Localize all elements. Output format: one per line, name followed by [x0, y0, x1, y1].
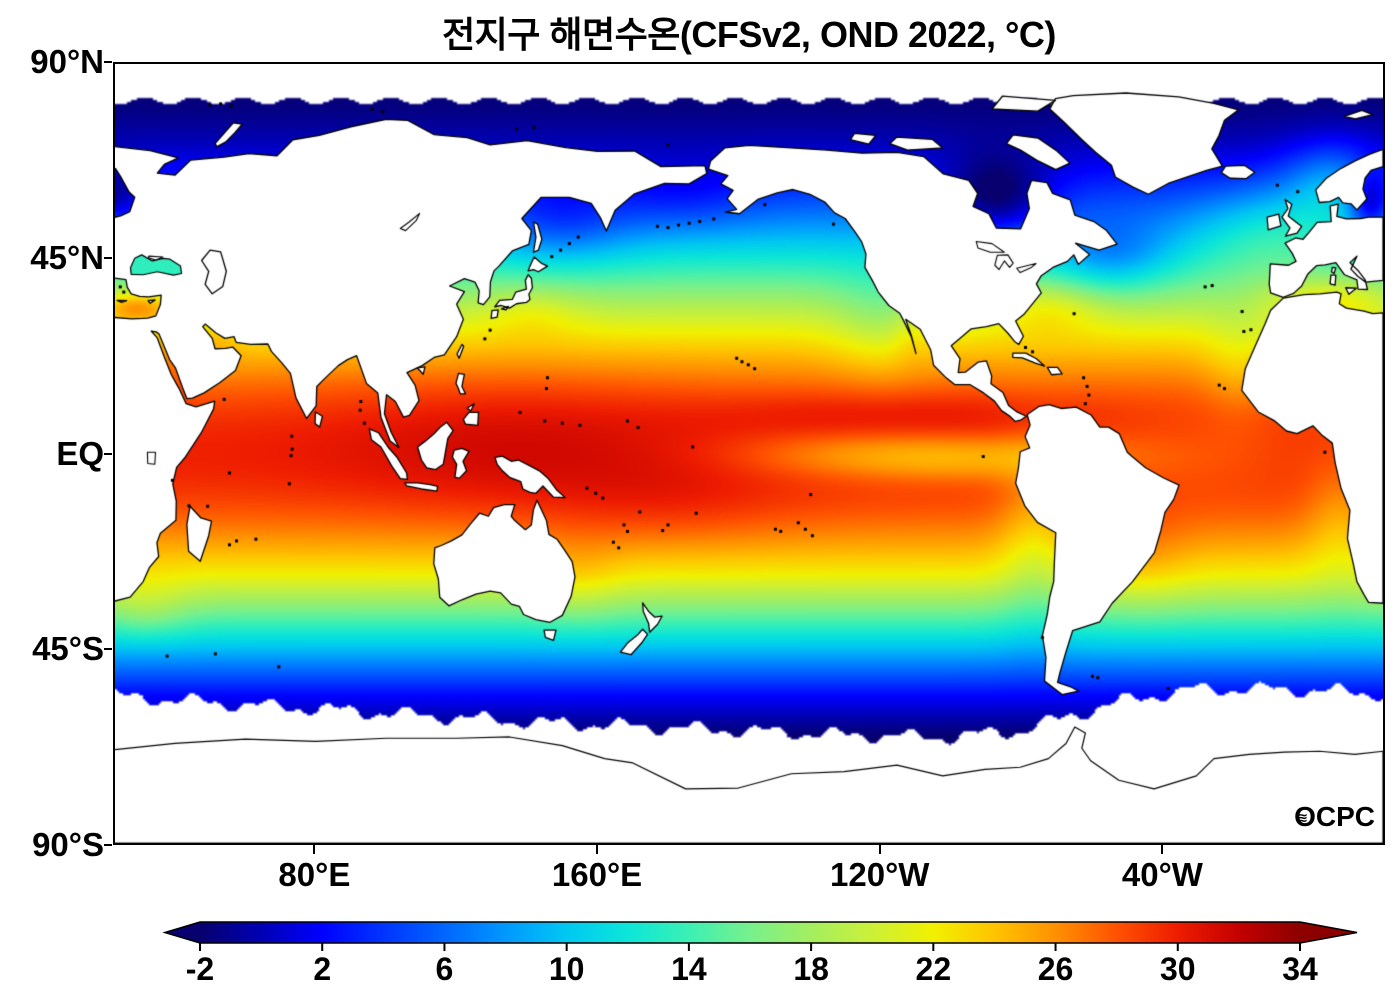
lat-tick-mark: [104, 648, 112, 651]
colorbar-tick-label: 18: [793, 951, 829, 987]
colorbar-tick-label: -2: [185, 951, 215, 987]
colorbar-tick-label: 26: [1037, 951, 1074, 987]
colorbar-gradient-bar: [162, 921, 1358, 944]
lon-tick-label: 160°E: [551, 856, 643, 893]
lon-tick-label: 40°W: [1121, 856, 1203, 893]
lat-tick-mark: [104, 61, 112, 63]
map-plot: OCPC ≋: [113, 62, 1385, 845]
lat-tick-label: EQ: [56, 434, 104, 472]
wave-icon: ≋: [1297, 810, 1308, 825]
sst-map-canvas: [115, 64, 1383, 843]
lon-tick-mark: [313, 845, 316, 854]
lat-tick-mark: [104, 844, 112, 846]
lat-tick-label: 90°N: [30, 43, 104, 80]
colorbar-tick-label: 10: [548, 951, 585, 987]
lon-tick-mark: [1161, 845, 1164, 854]
lat-tick-label: 45°S: [32, 630, 104, 668]
colorbar-tick-label: 30: [1159, 951, 1196, 987]
ocpc-logo: OCPC ≋: [1294, 801, 1375, 833]
colorbar-tick-label: 34: [1282, 951, 1318, 987]
colorbar-tick-label: 2: [313, 951, 332, 987]
lon-tick-mark: [596, 845, 599, 854]
colorbar-tick-label: 22: [915, 951, 952, 987]
lon-tick-label: 80°E: [278, 856, 351, 893]
lat-tick-mark: [104, 452, 112, 455]
lat-tick-label: 90°S: [32, 826, 104, 863]
lon-tick-label: 120°W: [830, 856, 930, 893]
colorbar-tick-label: 6: [435, 951, 454, 987]
colorbar-tick-label: 14: [671, 951, 707, 987]
ocpc-logo-text: OCPC ≋: [1294, 801, 1375, 832]
colorbar: [162, 921, 1358, 951]
lon-tick-mark: [878, 845, 881, 854]
chart-title: 전지구 해면수온(CFSv2, OND 2022, °C): [442, 14, 1056, 55]
lat-tick-label: 45°N: [30, 238, 104, 276]
lat-tick-mark: [104, 256, 112, 259]
